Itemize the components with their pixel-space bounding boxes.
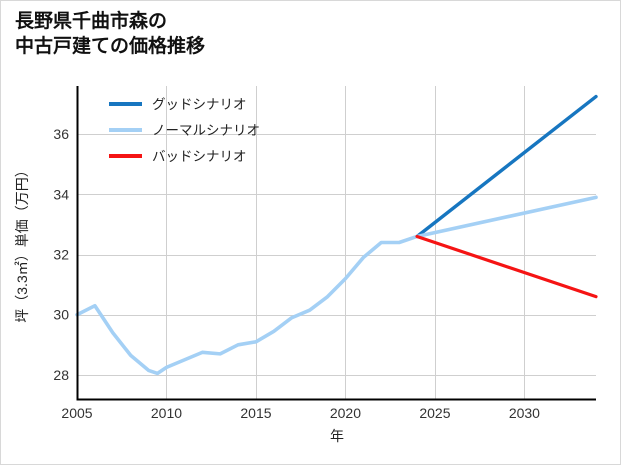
x-tick-labels-group: 2005 2010 2015 2020 2025 2030 (61, 405, 540, 421)
y-tick-label: 32 (53, 247, 69, 263)
legend-label: ノーマルシナリオ (152, 123, 260, 138)
axis-spines (76, 86, 596, 401)
x-tick-label: 2025 (419, 405, 450, 421)
legend-label: グッドシナリオ (152, 97, 247, 112)
series-line-バッドシナリオ (415, 234, 598, 299)
axis-spine-path (76, 86, 596, 401)
series-line-グッドシナリオ (415, 94, 598, 239)
y-tick-labels-group: 28 30 32 34 36 (53, 126, 69, 383)
series-group (75, 94, 598, 376)
y-tick-label: 36 (53, 126, 69, 142)
x-tick-label: 2010 (151, 405, 182, 421)
x-tick-label: 2020 (330, 405, 361, 421)
series-line-ノーマルシナリオ (75, 195, 598, 376)
y-tick-label: 28 (53, 367, 69, 383)
x-tick-label: 2005 (61, 405, 92, 421)
page-title: 長野県千曲市森の 中古戸建ての価格推移 (15, 11, 206, 58)
x-tick-label: 2030 (509, 405, 540, 421)
y-axis-title: 坪（3.3㎡）単価（万円） (14, 163, 30, 322)
legend-label: バッドシナリオ (152, 149, 247, 164)
x-axis-title: 年 (330, 428, 344, 444)
x-tick-label: 2015 (240, 405, 271, 421)
y-tick-label: 34 (53, 186, 69, 202)
y-tick-label: 30 (53, 307, 69, 323)
